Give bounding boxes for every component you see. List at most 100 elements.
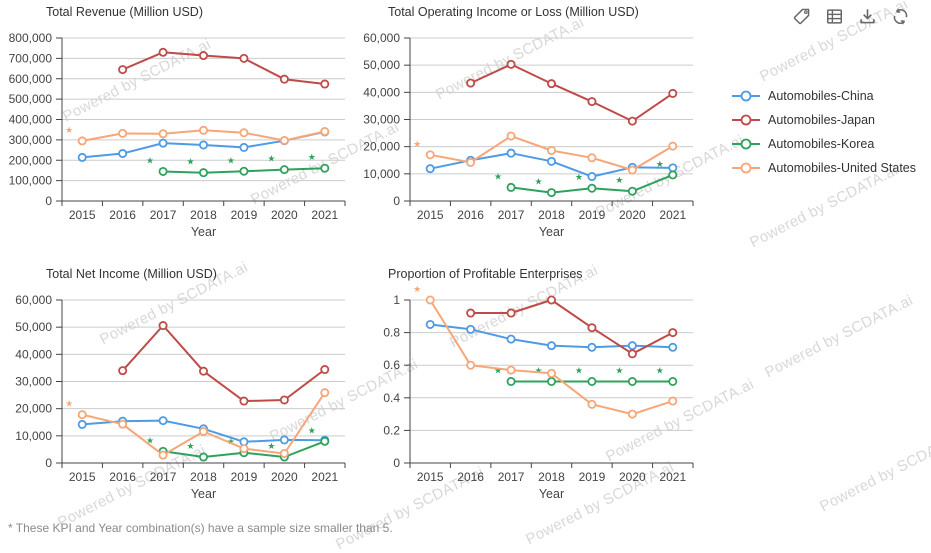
x-axis-label: Year — [539, 225, 564, 239]
data-point — [118, 149, 128, 159]
data-point — [506, 377, 516, 387]
refresh-button[interactable] — [891, 6, 911, 26]
y-tick-label: 0 — [45, 456, 52, 470]
small-sample-star: ★ — [267, 154, 275, 164]
x-tick-label: 2019 — [579, 470, 606, 484]
data-point — [239, 396, 249, 406]
data-point — [506, 148, 516, 158]
small-sample-star: ★ — [534, 177, 542, 187]
watermark: Powered by SCDATA.ai — [747, 161, 901, 252]
data-point — [320, 127, 330, 137]
data-point — [546, 145, 556, 155]
y-tick-label: 40,000 — [15, 347, 52, 361]
data-point — [198, 426, 208, 436]
x-axis-label: Year — [191, 487, 216, 501]
x-tick-label: 2021 — [311, 470, 338, 484]
x-tick-label: 2018 — [538, 208, 565, 222]
y-tick-label: 0.6 — [383, 358, 400, 372]
data-point — [279, 135, 289, 145]
x-tick-label: 2016 — [109, 470, 136, 484]
series-Automobiles-United States: ★ — [65, 125, 330, 146]
y-tick-label: 0 — [393, 456, 400, 470]
x-tick-label: 2020 — [619, 470, 646, 484]
y-tick-label: 30,000 — [15, 375, 52, 389]
data-point — [506, 308, 516, 318]
legend-item-china[interactable]: Automobiles-China — [731, 89, 916, 103]
data-point — [279, 395, 289, 405]
data-point — [77, 410, 87, 420]
data-point — [668, 163, 678, 173]
download-button[interactable] — [858, 6, 878, 26]
data-point — [506, 334, 516, 344]
legend-marker-china — [732, 90, 760, 102]
series-Automobiles-Japan — [118, 47, 330, 89]
legend-item-united-states[interactable]: Automobiles-United States — [731, 161, 916, 175]
y-tick-label: 30,000 — [363, 113, 400, 127]
data-point — [279, 448, 289, 458]
small-sample-star: ★ — [227, 437, 235, 447]
data-point — [668, 141, 678, 151]
data-point — [320, 436, 330, 446]
table-button[interactable] — [825, 6, 845, 26]
data-point — [198, 125, 208, 135]
x-tick-label: 2017 — [150, 208, 177, 222]
y-tick-label: 50,000 — [15, 320, 52, 334]
series-Automobiles-Korea: ★ ★ ★ ★ ★ — [494, 159, 678, 198]
data-point — [506, 365, 516, 375]
small-sample-star: ★ — [308, 425, 316, 435]
small-sample-star: ★ — [656, 366, 664, 376]
small-sample-star: ★ — [656, 159, 664, 169]
chart-title: Total Revenue (Million USD) — [46, 5, 203, 19]
data-point — [627, 341, 637, 351]
x-tick-label: 2020 — [271, 208, 298, 222]
x-tick-label: 2019 — [231, 208, 258, 222]
legend-label: Automobiles-Korea — [768, 137, 875, 151]
x-tick-label: 2017 — [150, 470, 177, 484]
small-sample-star: ★ — [494, 171, 502, 181]
legend-item-korea[interactable]: Automobiles-Korea — [731, 137, 916, 151]
data-point — [506, 59, 516, 69]
data-point — [158, 138, 168, 148]
data-point — [627, 116, 637, 126]
data-point — [587, 399, 597, 409]
x-tick-label: 2021 — [659, 470, 686, 484]
series-Automobiles-Japan — [118, 321, 330, 406]
legend-item-japan[interactable]: Automobiles-Japan — [731, 113, 916, 127]
series-Automobiles-Japan — [466, 295, 678, 359]
chart-total-revenue[interactable]: 0 100,000 200,000 300,000 400,000 500,000 600,… — [0, 0, 360, 248]
x-tick-label: 2021 — [311, 208, 338, 222]
legend-marker-japan — [732, 114, 760, 126]
data-point — [587, 153, 597, 163]
chart-proportion-profitable[interactable]: 0 0.2 0.4 0.6 0.8 1 2015 2016 2017 2018 2019 2020 20… — [348, 262, 708, 510]
x-tick-label: 2016 — [109, 208, 136, 222]
series-Automobiles-United States: ★ — [413, 131, 678, 175]
y-tick-label: 0 — [393, 194, 400, 208]
x-axis-label: Year — [539, 487, 564, 501]
y-tick-label: 200,000 — [9, 153, 53, 167]
small-sample-star: ★ — [413, 139, 421, 149]
data-point — [239, 142, 249, 152]
tag-icon — [793, 8, 810, 24]
x-tick-label: 2015 — [417, 208, 444, 222]
y-tick-label: 500,000 — [9, 92, 53, 106]
small-sample-star: ★ — [575, 172, 583, 182]
y-tick-label: 20,000 — [15, 402, 52, 416]
series-line — [121, 324, 326, 403]
tag-button[interactable] — [792, 6, 812, 26]
series-line — [469, 299, 674, 355]
chart-total-net-income[interactable]: 0 10,000 20,000 30,000 40,000 50,000 60,000 201… — [0, 262, 360, 510]
legend: Automobiles-China Automobiles-Japan Auto… — [731, 89, 916, 175]
data-point — [546, 368, 556, 378]
data-point — [118, 419, 128, 429]
data-point — [279, 435, 289, 445]
data-point — [198, 51, 208, 61]
data-point — [506, 131, 516, 141]
data-point — [668, 170, 678, 180]
data-point — [77, 419, 87, 429]
data-point — [239, 53, 249, 63]
data-point — [627, 377, 637, 387]
legend-label: Automobiles-China — [768, 89, 874, 103]
chart-total-operating-income[interactable]: 0 10,000 20,000 30,000 40,000 50,000 60,000 201… — [348, 0, 708, 248]
x-tick-label: 2018 — [190, 208, 217, 222]
data-point — [546, 377, 556, 387]
